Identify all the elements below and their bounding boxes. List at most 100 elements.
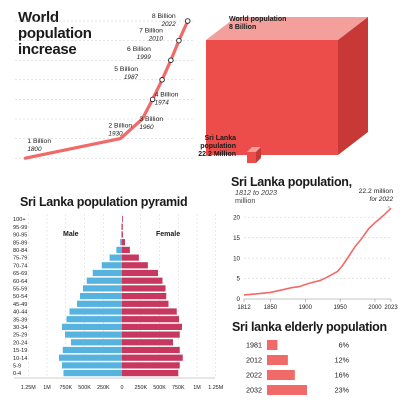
pyramid-x-tick: 750K bbox=[172, 385, 185, 391]
sl-growth-line bbox=[243, 207, 392, 296]
sl-growth-x-tick: 1900 bbox=[299, 305, 313, 311]
pyramid-bar-female bbox=[122, 246, 130, 253]
sri-lanka-cube-top bbox=[247, 147, 261, 152]
world-growth-grid bbox=[15, 20, 195, 159]
sl-growth-y-tick: 10 bbox=[233, 255, 240, 262]
world-growth-value-label: 7 Billion bbox=[139, 28, 163, 35]
elderly-bar bbox=[267, 370, 295, 380]
pyramid-age-label: 35-39 bbox=[13, 317, 27, 323]
pyramid-bar-male bbox=[101, 262, 122, 269]
elderly-value-label: 16% bbox=[335, 371, 350, 380]
pyramid-x-tick: 1.25M bbox=[208, 385, 223, 391]
pyramid-bar-female bbox=[122, 362, 180, 369]
sl-growth-y-tick: 0 bbox=[237, 296, 241, 303]
pyramid-age-label: 65-69 bbox=[13, 271, 27, 277]
sl-growth-grid bbox=[243, 216, 392, 302]
world-growth-value-label: 5 Billion bbox=[114, 66, 138, 73]
pyramid-bar-male bbox=[65, 331, 122, 338]
pyramid-age-label: 55-59 bbox=[13, 287, 27, 293]
elderly-value-label: 23% bbox=[335, 386, 350, 395]
pyramid-legend-male: Male bbox=[63, 231, 79, 238]
pyramid-bar-male bbox=[116, 246, 122, 253]
world-growth-point bbox=[149, 96, 156, 103]
elderly-value-label: 12% bbox=[335, 356, 350, 365]
pyramid-bars bbox=[59, 216, 183, 377]
pyramid-age-label: 80-84 bbox=[13, 248, 27, 254]
pyramid-age-label: 25-29 bbox=[13, 333, 27, 339]
pyramid-bar-female bbox=[122, 254, 139, 261]
sl-growth-x-tick: 1950 bbox=[333, 305, 347, 311]
elderly-year-label: 1981 bbox=[246, 341, 262, 350]
sl-growth-y-tick: 15 bbox=[233, 235, 240, 242]
pyramid-x-tick: 1.25M bbox=[21, 385, 36, 391]
elderly-bar bbox=[267, 385, 307, 395]
world-growth-title: World population increase bbox=[18, 9, 92, 58]
pyramid-x-tick: 1M bbox=[43, 385, 51, 391]
pyramid-bar-male bbox=[69, 308, 122, 315]
world-growth-points bbox=[149, 18, 191, 103]
pyramid-bar-female bbox=[122, 223, 123, 230]
pyramid-age-label: 45-49 bbox=[13, 302, 27, 308]
pyramid-x-tick: 750K bbox=[59, 385, 72, 391]
world-growth-year-label: 1999 bbox=[137, 54, 152, 61]
pyramid-age-label: 60-64 bbox=[13, 279, 27, 285]
pyramid-age-label: 5-9 bbox=[13, 364, 21, 370]
world-growth-value-label: 8 Billion bbox=[152, 13, 176, 20]
sl-growth-y-tick: 20 bbox=[233, 214, 240, 221]
pyramid-bar-female bbox=[122, 269, 158, 277]
pyramid-bar-female bbox=[122, 277, 163, 284]
pyramid-bar-male bbox=[92, 269, 122, 277]
pyramid-bar-male bbox=[83, 285, 122, 292]
elderly-value-label: 6% bbox=[339, 341, 350, 350]
pyramid-bar-male bbox=[86, 277, 122, 284]
pyramid-age-label: 10-14 bbox=[13, 356, 27, 362]
sri-lanka-cube-front bbox=[247, 152, 256, 163]
world-cube-top bbox=[206, 17, 368, 40]
pyramid-bar-female bbox=[122, 323, 182, 330]
sri-lanka-cube-label: population bbox=[200, 143, 236, 150]
pyramid-age-label: 40-44 bbox=[13, 310, 27, 316]
pyramid-x-tick: 250K bbox=[134, 385, 147, 391]
pyramid-title: Sri Lanka population pyramid bbox=[20, 195, 188, 209]
pyramid-x-tick: 500K bbox=[78, 385, 91, 391]
world-growth-value-label: 6 Billion bbox=[127, 46, 151, 53]
world-growth-point bbox=[176, 37, 182, 44]
sri-lanka-cube-label: 22.2 Million bbox=[198, 151, 236, 158]
sri-lanka-cube-side bbox=[256, 147, 261, 163]
pyramid-x-tick: 1M bbox=[193, 385, 201, 391]
world-growth-year-label: 1800 bbox=[27, 146, 42, 153]
world-growth-value-label: 1 Billion bbox=[27, 138, 51, 145]
sl-growth-x-tick: 1812 bbox=[237, 305, 251, 311]
pyramid-bar-female bbox=[122, 231, 123, 238]
pyramid-age-label: 0-4 bbox=[13, 371, 21, 377]
world-cube-label: 8 Billion bbox=[229, 24, 256, 31]
pyramid-bar-male bbox=[63, 370, 122, 377]
world-growth-point bbox=[168, 57, 174, 63]
sl-growth-x-tick: 2023 bbox=[384, 305, 398, 311]
world-growth-year-label: 1987 bbox=[124, 74, 139, 81]
pyramid-bar-female bbox=[122, 354, 183, 361]
pyramid-bar-male bbox=[77, 300, 122, 307]
pyramid-bar-male bbox=[109, 254, 122, 261]
pyramid-bar-female bbox=[122, 262, 148, 269]
pyramid-bar-female bbox=[122, 216, 123, 223]
pyramid-bar-male bbox=[121, 231, 122, 238]
pyramid-x-tick: 250K bbox=[97, 385, 110, 391]
world-cube-front bbox=[206, 40, 338, 155]
world-growth-year-label: 1930 bbox=[108, 131, 123, 138]
sl-growth-range: 1812 to 2023 bbox=[235, 188, 277, 197]
pyramid-bar-female bbox=[122, 300, 169, 307]
sl-growth-y-tick: 5 bbox=[237, 276, 241, 283]
world-growth-year-label: 1974 bbox=[155, 99, 170, 106]
pyramid-bar-male bbox=[62, 362, 122, 369]
pyramid-age-label: 50-54 bbox=[13, 294, 27, 300]
pyramid-bar-female bbox=[122, 346, 180, 354]
elderly-year-label: 2032 bbox=[246, 386, 262, 395]
pyramid-bar-male bbox=[59, 354, 122, 361]
